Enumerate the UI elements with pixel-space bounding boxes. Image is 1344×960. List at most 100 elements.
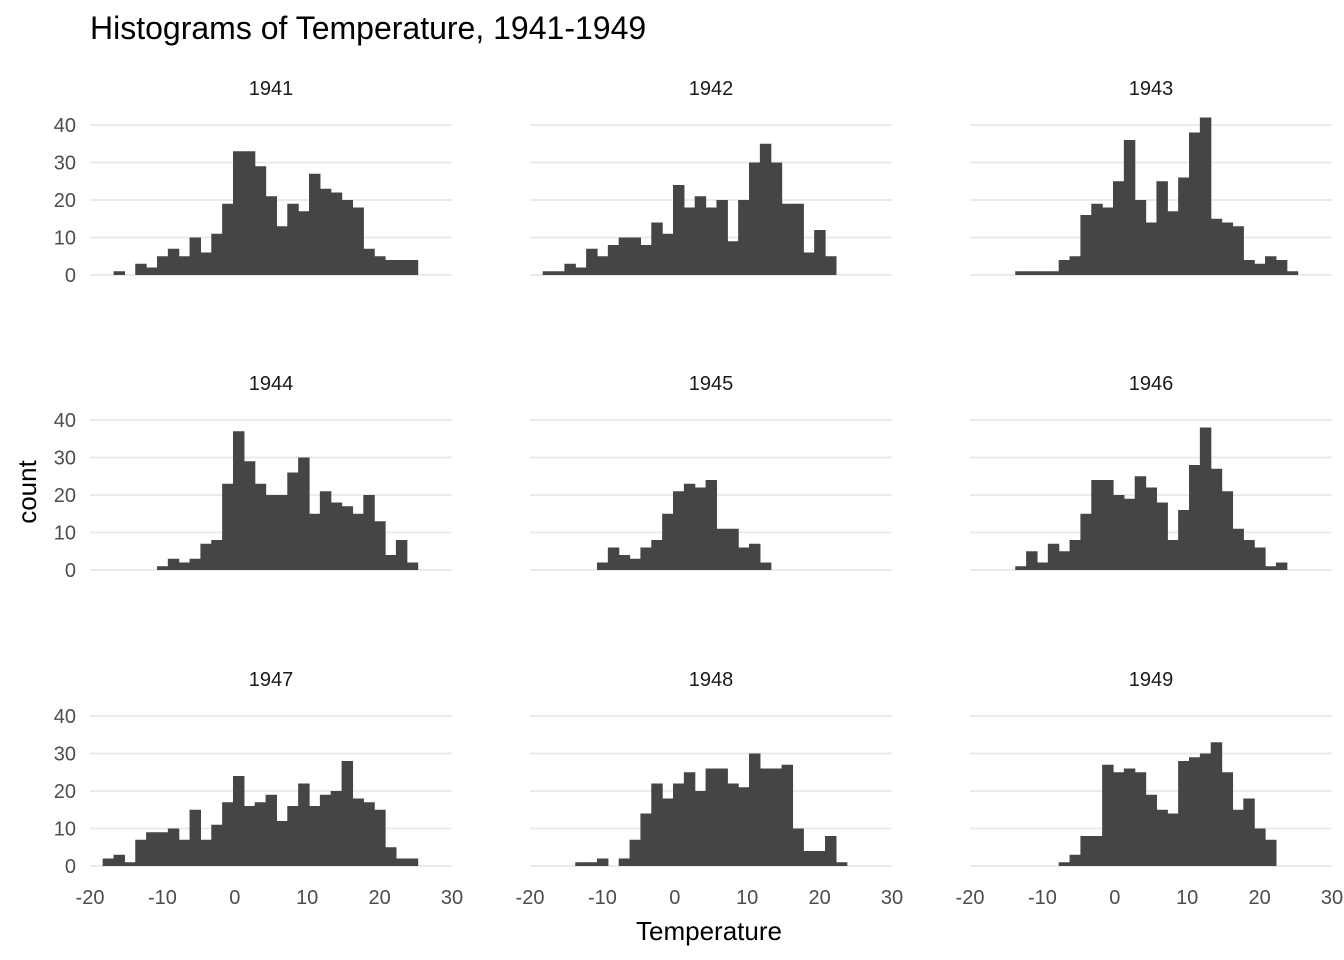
histogram-bar (156, 832, 169, 866)
histogram-bar (1199, 427, 1212, 570)
histogram-bar (672, 491, 685, 570)
histogram-bar (1254, 547, 1266, 570)
histogram-bar (651, 783, 663, 866)
histogram-bar (330, 192, 343, 275)
x-axis-title: Temperature (636, 916, 782, 946)
facet-panel-1944: 1944 0 10 20 30 40 (54, 373, 452, 582)
histogram-bar (749, 753, 761, 866)
histogram-bar (1112, 772, 1125, 866)
histogram-bar (1134, 476, 1147, 570)
histogram-bar (596, 562, 609, 570)
histogram-bar (1080, 513, 1092, 570)
histogram-bar (222, 203, 234, 275)
histogram-bar (1102, 207, 1114, 275)
histogram-bar (1047, 271, 1060, 275)
histogram-bar (189, 237, 202, 275)
histogram-bar (705, 207, 718, 275)
histogram-bar (1112, 181, 1125, 275)
histogram-bar (178, 562, 191, 570)
histogram-bar (553, 271, 565, 275)
histogram-bar (1156, 181, 1168, 275)
histogram-bar (1167, 813, 1179, 866)
histogram-bar (1047, 543, 1060, 570)
histogram-bar (618, 858, 631, 866)
histogram-bar (124, 862, 136, 866)
histogram-bar (1123, 498, 1136, 570)
histogram-bar (1178, 761, 1190, 866)
histogram-bar (352, 207, 364, 275)
histogram-bar (1167, 211, 1179, 275)
histogram-bar (1189, 757, 1201, 866)
histogram-bar (1286, 271, 1299, 275)
histogram-bar (406, 858, 419, 866)
histogram-bar (254, 802, 267, 866)
histogram-bar (406, 562, 419, 570)
x-tick-label: 0 (669, 887, 680, 909)
histogram-bar (564, 263, 576, 275)
histogram-bar (1210, 218, 1223, 275)
histogram-bar (1112, 495, 1125, 570)
histogram-bar (586, 862, 598, 866)
x-tick-label: 0 (229, 887, 240, 909)
y-tick-label: 0 (65, 265, 76, 287)
facet-label: 1949 (1129, 669, 1174, 691)
histogram-bar (825, 836, 837, 866)
histogram-bar (352, 513, 364, 570)
histogram-bar (330, 791, 343, 866)
histogram-bar (1058, 260, 1071, 275)
x-tick-label: 10 (736, 887, 758, 909)
facet-panels: 1941 0 10 20 30 40 1942 1943 1944 0 10 20 30 40 1945 19… (54, 78, 1343, 909)
x-tick-label: -10 (588, 887, 617, 909)
histogram-bar (1199, 753, 1212, 866)
y-tick-label: 40 (54, 410, 76, 432)
histogram-bar (298, 457, 310, 570)
x-tick-label: -20 (956, 887, 985, 909)
histogram-bar (781, 764, 794, 866)
y-tick-label: 20 (54, 781, 76, 803)
histogram-bar (716, 528, 728, 570)
histogram-bar (1091, 836, 1103, 866)
facet-panel-1947: 1947 0 10 20 30 40 -20 -10 0 10 20 30 (54, 669, 463, 909)
histogram-bar (254, 483, 267, 570)
histogram-bar (146, 832, 158, 866)
histogram-bar (781, 203, 794, 275)
x-tick-label: -10 (1028, 887, 1057, 909)
histogram-bar (694, 487, 707, 570)
histogram-bar (596, 858, 609, 866)
histogram-bar (607, 245, 620, 275)
histogram-bar (542, 271, 555, 275)
histogram-bar (770, 768, 783, 866)
histogram-bar (575, 862, 587, 866)
histogram-bar (135, 839, 147, 866)
histogram-bar (200, 543, 212, 570)
histogram-bar (1102, 764, 1114, 866)
histogram-bar (1265, 566, 1277, 570)
x-tick-label: 10 (296, 887, 318, 909)
histogram-bar (211, 540, 223, 570)
histogram-bar (1254, 828, 1266, 866)
histogram-bar (1058, 862, 1071, 866)
histogram-bar (374, 256, 386, 275)
facet-label: 1943 (1129, 78, 1174, 100)
histogram-bar (1275, 260, 1288, 275)
x-tick-label: -20 (76, 887, 105, 909)
x-tick-label: 10 (1176, 887, 1198, 909)
y-tick-label: 20 (54, 485, 76, 507)
histogram-bar (662, 798, 674, 866)
histogram-bar (146, 267, 158, 275)
histogram-bar (749, 162, 761, 275)
histogram-bar (575, 267, 587, 275)
y-tick-label: 40 (54, 115, 76, 137)
histogram-bar (759, 143, 772, 275)
histogram-bar (629, 237, 642, 275)
histogram-bar (672, 783, 685, 866)
y-tick-label: 30 (54, 744, 76, 766)
histogram-bar (1199, 117, 1212, 275)
histogram-bar (640, 813, 652, 866)
chart-title: Histograms of Temperature, 1941-1949 (90, 10, 646, 46)
histogram-bar (1080, 215, 1092, 275)
histogram-bar (156, 256, 169, 275)
histogram-bar (835, 862, 848, 866)
histogram-bar (200, 839, 212, 866)
histogram-bar (1058, 551, 1071, 570)
